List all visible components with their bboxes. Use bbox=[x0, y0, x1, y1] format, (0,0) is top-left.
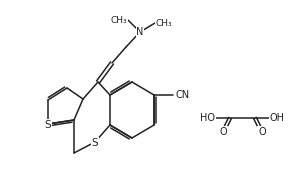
Text: HO: HO bbox=[200, 113, 215, 123]
Text: O: O bbox=[219, 127, 227, 137]
Text: N: N bbox=[136, 27, 144, 37]
Text: CH₃: CH₃ bbox=[156, 19, 173, 28]
Text: O: O bbox=[258, 127, 266, 137]
Text: S: S bbox=[45, 120, 51, 130]
Text: CH₃: CH₃ bbox=[111, 15, 127, 24]
Text: CN: CN bbox=[175, 90, 189, 100]
Text: S: S bbox=[92, 138, 98, 148]
Text: OH: OH bbox=[270, 113, 285, 123]
